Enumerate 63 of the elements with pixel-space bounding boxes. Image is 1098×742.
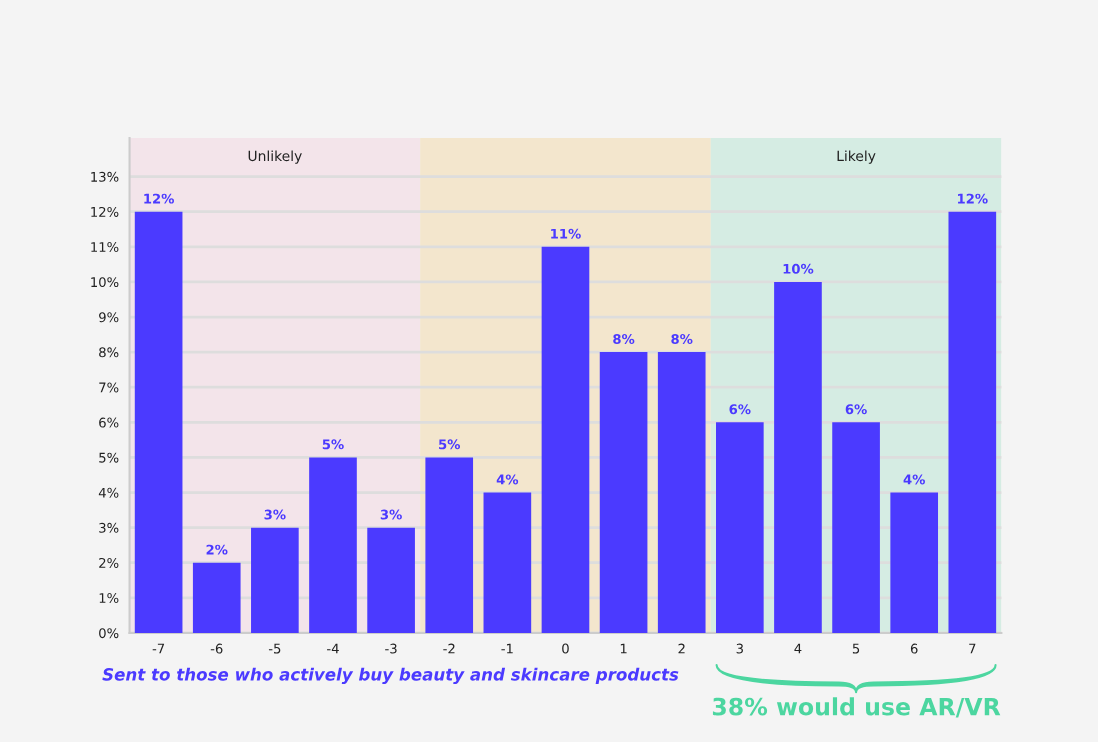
x-tick-label: -3	[385, 643, 397, 654]
x-tick-label: 0	[562, 643, 569, 654]
x-tick-label: -7	[152, 643, 165, 654]
bar	[192, 562, 241, 633]
band-label: Unlikely	[248, 150, 302, 164]
bar	[541, 246, 590, 633]
y-tick-label: 12%	[91, 206, 119, 217]
text: 38% would use AR/VR	[712, 697, 1001, 718]
data-label: 8%	[671, 334, 693, 345]
bar	[425, 457, 474, 633]
data-label: 10%	[783, 263, 814, 274]
data-label: 5%	[439, 439, 461, 450]
x-tick-label: -4	[327, 643, 339, 654]
bar	[599, 352, 648, 633]
bar	[890, 492, 939, 633]
y-tick-label: 6%	[99, 417, 119, 428]
bar	[367, 527, 415, 633]
y-tick-label: 10%	[91, 277, 119, 288]
bar	[774, 281, 822, 633]
y-tick-label: 8%	[99, 347, 119, 358]
data-label: 3%	[264, 509, 286, 520]
data-label: 12%	[144, 193, 174, 204]
x-tick-label: 5	[852, 643, 860, 654]
y-tick-label: 9%	[99, 312, 119, 323]
text: Sent to those who actively buy beauty and skincare products	[102, 667, 679, 685]
y-tick-label: 0%	[99, 628, 119, 639]
bar	[716, 422, 764, 633]
data-label: 8%	[613, 334, 635, 345]
y-tick-label: 4%	[98, 487, 119, 498]
x-tick-label: 4	[794, 643, 802, 654]
x-tick-label: 2	[678, 643, 685, 654]
data-label: 6%	[845, 404, 867, 415]
bar	[309, 457, 357, 633]
data-label: 5%	[322, 439, 344, 450]
bar	[948, 211, 997, 633]
y-tick-label: 11%	[91, 242, 119, 253]
y-tick-label: 13%	[91, 171, 119, 182]
data-label: 12%	[958, 193, 988, 204]
y-tick-label: 3%	[99, 522, 119, 533]
x-tick-label: -6	[210, 643, 223, 654]
data-label: 11%	[551, 228, 581, 239]
y-tick-label: 2%	[99, 557, 119, 568]
x-tick-label: -2	[443, 643, 455, 654]
band-label: Likely	[837, 150, 876, 164]
bar	[251, 527, 299, 633]
bar	[134, 211, 183, 633]
bar	[657, 352, 706, 633]
x-tick-label: 1	[620, 643, 627, 654]
bar	[483, 492, 532, 633]
data-label: 4%	[496, 474, 519, 485]
x-tick-label: -5	[268, 643, 281, 654]
data-label: 2%	[206, 544, 228, 555]
y-tick-label: 5%	[99, 452, 119, 463]
x-tick-label: 7	[969, 643, 976, 654]
data-label: 4%	[903, 474, 925, 485]
bar	[832, 422, 880, 633]
x-tick-label: -1	[501, 643, 513, 654]
x-tick-label: 6	[910, 643, 918, 654]
data-label: 3%	[380, 509, 402, 520]
data-label: 6%	[729, 404, 751, 415]
y-tick-label: 1%	[99, 593, 119, 604]
x-tick-label: 3	[736, 643, 743, 654]
y-tick-label: 7%	[99, 382, 119, 393]
